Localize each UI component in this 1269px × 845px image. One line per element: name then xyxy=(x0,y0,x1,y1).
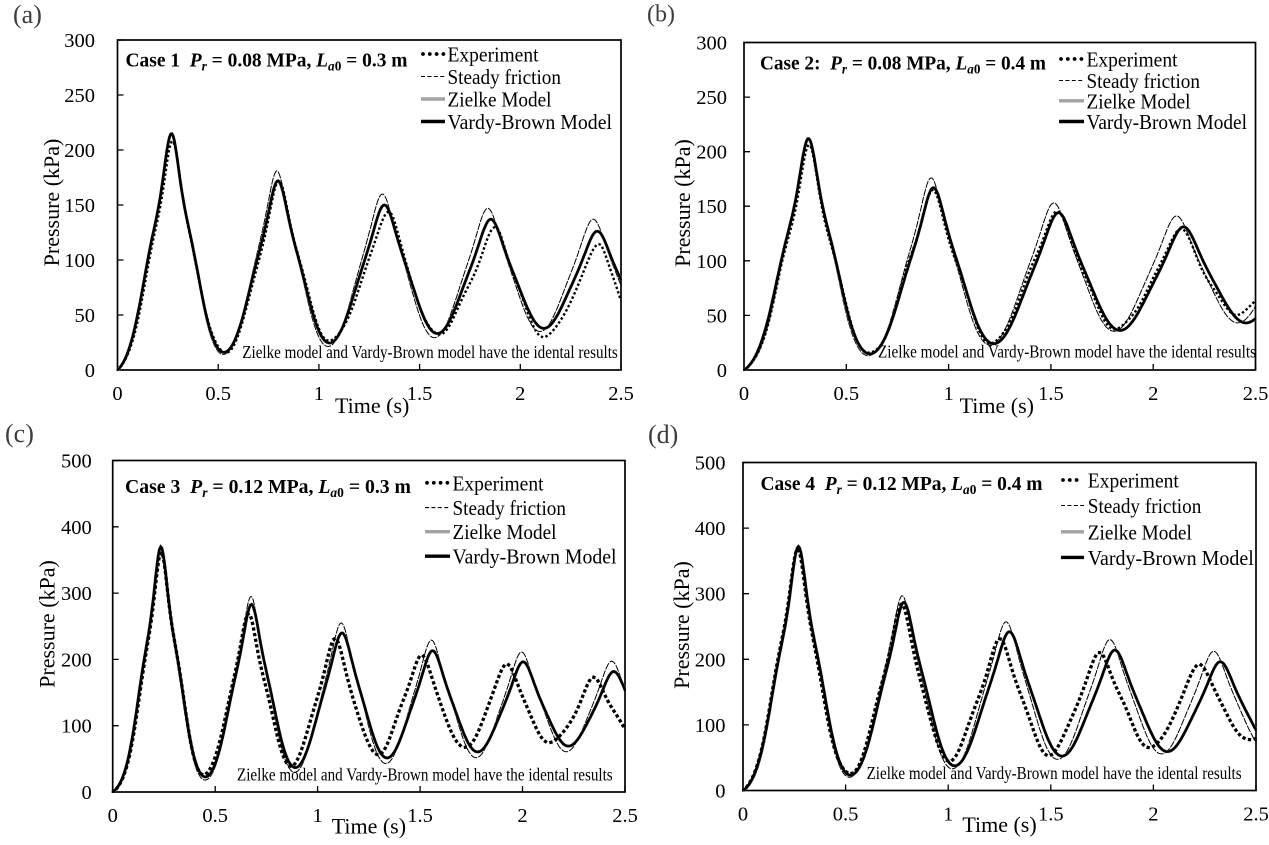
svg-text:Zielke Model: Zielke Model xyxy=(448,88,552,112)
svg-text:1: 1 xyxy=(314,383,324,405)
svg-text:1.5: 1.5 xyxy=(407,383,433,405)
svg-text:200: 200 xyxy=(696,142,727,164)
svg-text:Time (s): Time (s) xyxy=(335,393,409,418)
svg-text:Vardy-Brown Model: Vardy-Brown Model xyxy=(1087,110,1248,134)
svg-text:100: 100 xyxy=(61,716,92,738)
svg-text:Case 3 Pr = 0.12 MPa, La0 = 0: Case 3 Pr = 0.12 MPa, La0 = 0.3 m xyxy=(125,476,411,501)
svg-text:0: 0 xyxy=(717,360,727,382)
svg-text:0.5: 0.5 xyxy=(205,383,231,405)
svg-text:300: 300 xyxy=(696,33,727,55)
svg-text:Zielke Model: Zielke Model xyxy=(1087,89,1191,113)
svg-text:150: 150 xyxy=(696,196,727,218)
svg-text:250: 250 xyxy=(64,85,95,107)
svg-text:500: 500 xyxy=(61,451,92,473)
svg-text:1.5: 1.5 xyxy=(407,805,433,827)
svg-text:1: 1 xyxy=(943,383,953,405)
svg-text:2.5: 2.5 xyxy=(1243,383,1269,405)
svg-text:Steady friction: Steady friction xyxy=(1087,69,1201,93)
svg-text:400: 400 xyxy=(695,518,726,540)
svg-text:Zielke Model: Zielke Model xyxy=(453,520,557,544)
svg-text:500: 500 xyxy=(695,453,726,475)
svg-text:Time (s): Time (s) xyxy=(332,814,406,839)
svg-text:200: 200 xyxy=(64,140,95,162)
svg-text:2: 2 xyxy=(515,383,525,405)
svg-text:Case 1 Pr = 0.08 MPa, La0 = 0: Case 1 Pr = 0.08 MPa, La0 = 0.3 m xyxy=(126,50,408,75)
svg-text:0.5: 0.5 xyxy=(833,804,859,826)
svg-text:(b): (b) xyxy=(647,2,675,28)
svg-text:Pressure (kPa): Pressure (kPa) xyxy=(35,560,60,688)
svg-text:200: 200 xyxy=(695,649,726,671)
svg-text:100: 100 xyxy=(695,715,726,737)
svg-text:(c): (c) xyxy=(5,419,34,448)
svg-text:0.5: 0.5 xyxy=(833,383,859,405)
svg-text:(d): (d) xyxy=(648,420,678,449)
svg-text:0: 0 xyxy=(112,383,122,405)
svg-text:Vardy-Brown Model: Vardy-Brown Model xyxy=(448,110,613,134)
svg-text:1: 1 xyxy=(312,805,322,827)
svg-text:0: 0 xyxy=(738,804,748,826)
svg-text:2.5: 2.5 xyxy=(608,383,634,405)
svg-text:50: 50 xyxy=(75,305,96,327)
svg-text:Experiment: Experiment xyxy=(1087,48,1178,72)
svg-text:Zielke model and Vardy-Brown m: Zielke model and Vardy-Brown model have … xyxy=(867,763,1242,783)
svg-text:Case 2: Pr = 0.08 MPa, La0 =: Case 2: Pr = 0.08 MPa, La0 = 0.4 m xyxy=(760,53,1046,78)
svg-text:2: 2 xyxy=(1148,804,1158,826)
svg-text:150: 150 xyxy=(64,195,95,217)
svg-text:300: 300 xyxy=(64,30,95,52)
svg-text:2: 2 xyxy=(1148,383,1158,405)
svg-text:400: 400 xyxy=(61,517,92,539)
svg-text:Pressure (kPa): Pressure (kPa) xyxy=(669,561,694,689)
svg-text:2.5: 2.5 xyxy=(1243,804,1269,826)
svg-text:Experiment: Experiment xyxy=(448,43,539,67)
svg-text:0: 0 xyxy=(108,805,118,827)
svg-text:Experiment: Experiment xyxy=(453,471,544,495)
svg-text:0: 0 xyxy=(715,781,725,803)
svg-text:Vardy-Brown Model: Vardy-Brown Model xyxy=(1088,546,1254,570)
svg-text:Vardy-Brown Model: Vardy-Brown Model xyxy=(453,545,617,569)
svg-text:0.5: 0.5 xyxy=(202,805,228,827)
svg-text:1.5: 1.5 xyxy=(1038,383,1064,405)
svg-text:Pressure (kPa): Pressure (kPa) xyxy=(670,139,695,267)
svg-text:0: 0 xyxy=(739,383,749,405)
svg-text:1.5: 1.5 xyxy=(1038,804,1064,826)
svg-text:Zielke model and Vardy-Brown m: Zielke model and Vardy-Brown model have … xyxy=(237,765,613,785)
svg-text:Pressure (kPa): Pressure (kPa) xyxy=(39,139,64,267)
svg-text:Zielke model and Vardy-Brown m: Zielke model and Vardy-Brown model have … xyxy=(878,342,1256,362)
svg-text:100: 100 xyxy=(696,251,727,273)
svg-text:250: 250 xyxy=(696,87,727,109)
svg-text:100: 100 xyxy=(64,250,95,272)
svg-text:(a): (a) xyxy=(13,0,42,29)
svg-text:Time (s): Time (s) xyxy=(960,393,1034,418)
svg-text:0: 0 xyxy=(81,782,91,804)
svg-text:50: 50 xyxy=(707,305,728,327)
svg-text:Zielke Model: Zielke Model xyxy=(1088,520,1192,544)
svg-text:1: 1 xyxy=(943,804,953,826)
svg-text:Zielke model and Vardy-Brown m: Zielke model and Vardy-Brown model have … xyxy=(242,342,618,362)
svg-text:Time (s): Time (s) xyxy=(962,812,1036,837)
svg-text:Case 4 Pr = 0.12 MPa, La0 = 0: Case 4 Pr = 0.12 MPa, La0 = 0.4 m xyxy=(761,473,1043,498)
svg-text:200: 200 xyxy=(61,649,92,671)
svg-text:300: 300 xyxy=(61,583,92,605)
svg-text:Steady friction: Steady friction xyxy=(448,65,562,89)
svg-text:Steady friction: Steady friction xyxy=(453,496,567,520)
svg-text:Experiment: Experiment xyxy=(1088,469,1179,493)
svg-text:300: 300 xyxy=(695,584,726,606)
svg-text:2.5: 2.5 xyxy=(612,805,638,827)
svg-text:2: 2 xyxy=(517,805,527,827)
svg-text:0: 0 xyxy=(85,360,95,382)
svg-text:Steady friction: Steady friction xyxy=(1088,494,1202,518)
